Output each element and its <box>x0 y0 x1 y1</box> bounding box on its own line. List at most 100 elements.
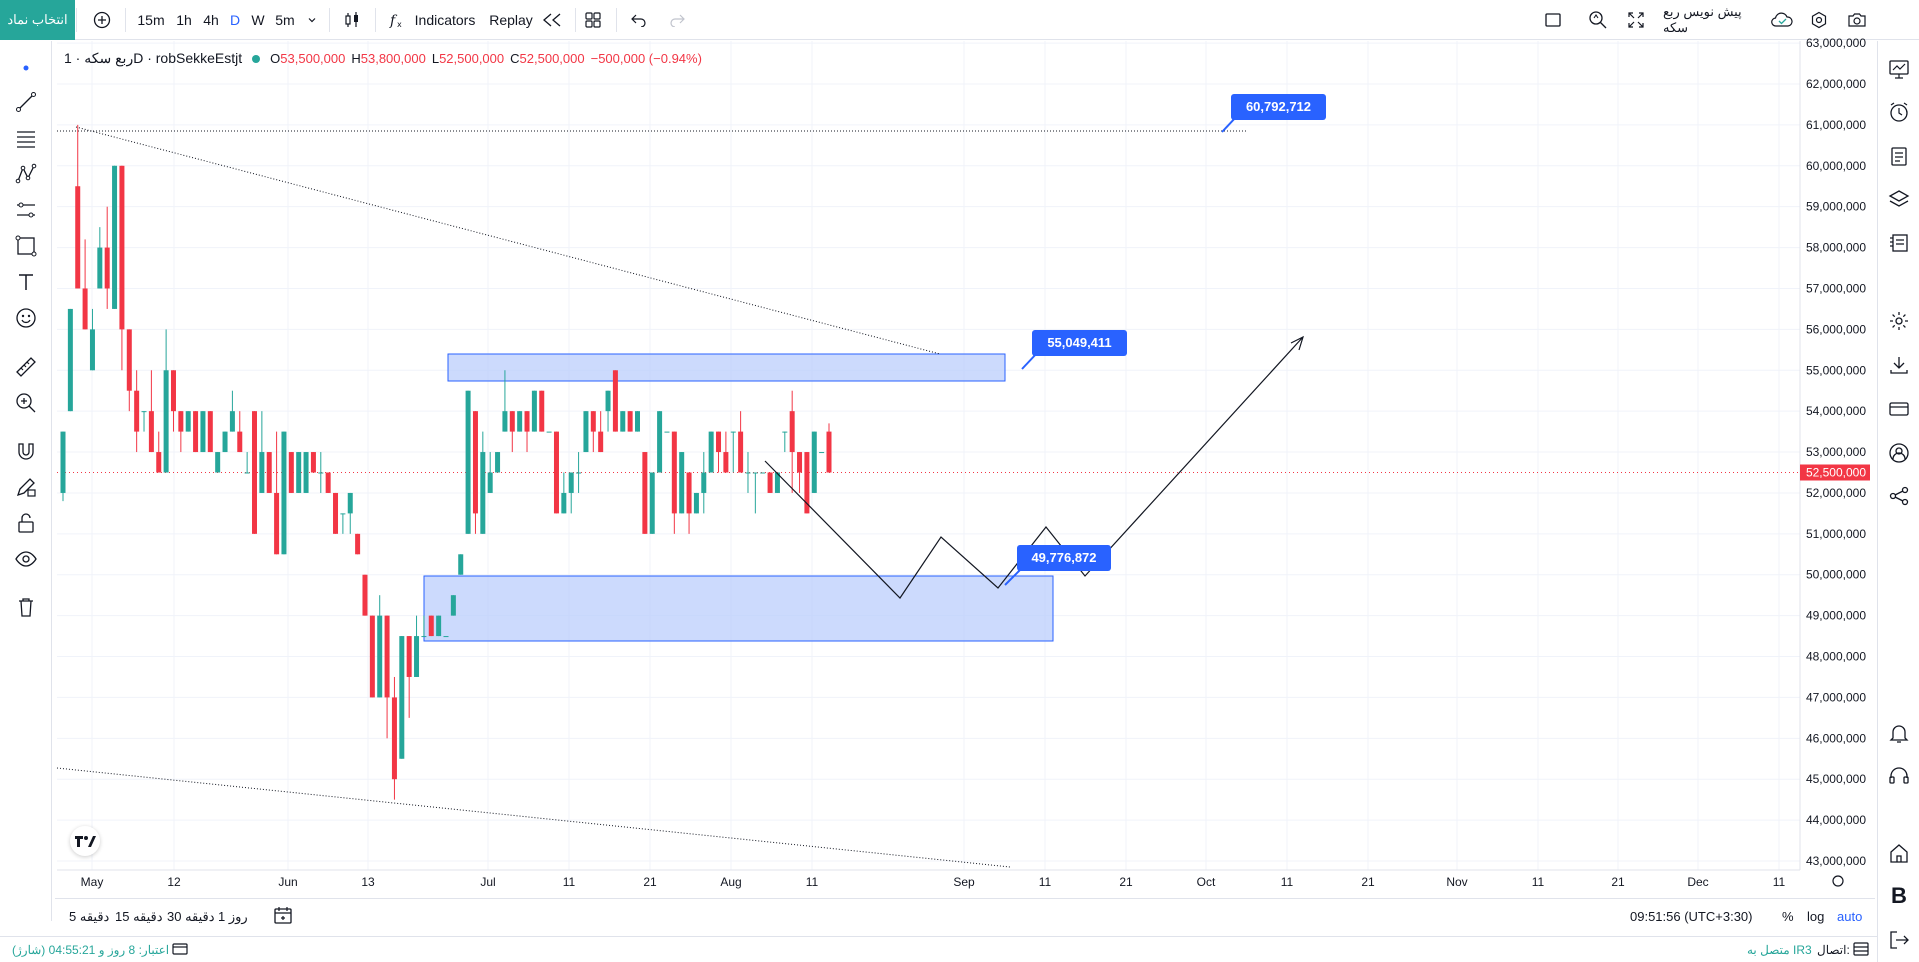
settings-gear-icon[interactable] <box>1886 308 1912 334</box>
quick-search-icon[interactable] <box>1586 8 1610 32</box>
fullscreen-box-icon[interactable] <box>1541 8 1565 32</box>
add-symbol-icon[interactable] <box>90 8 114 32</box>
chart-drawings <box>56 126 1800 868</box>
interval-d[interactable]: D <box>229 12 241 28</box>
server-icon[interactable] <box>1853 942 1869 959</box>
indicators-button[interactable]: Indicators <box>414 12 476 28</box>
replay-button[interactable]: Replay <box>489 12 533 28</box>
candle-body <box>377 615 383 698</box>
undo-icon[interactable] <box>627 8 651 32</box>
alarm-clock-icon[interactable] <box>1886 99 1912 125</box>
cloud-save-icon[interactable] <box>1767 8 1797 32</box>
share-icon[interactable] <box>1886 483 1912 509</box>
percent-toggle[interactable]: % <box>1782 909 1794 924</box>
settings-icon[interactable] <box>1807 8 1831 32</box>
candles-style-icon[interactable] <box>340 8 364 32</box>
candle-body <box>310 452 316 473</box>
candle-body <box>170 370 176 412</box>
home-icon[interactable] <box>1886 840 1912 866</box>
object-tree-icon[interactable] <box>1886 230 1912 256</box>
price-tick-label: 47,000,000 <box>1806 690 1866 704</box>
candle-body <box>384 615 390 698</box>
candle-body <box>112 165 118 309</box>
credit-card-icon[interactable] <box>1886 396 1912 422</box>
candle-body <box>716 431 722 453</box>
headset-icon[interactable] <box>1886 763 1912 789</box>
user-icon[interactable] <box>1886 440 1912 466</box>
download-icon[interactable] <box>1886 352 1912 378</box>
pattern-icon[interactable] <box>12 160 40 188</box>
callout-low: 49,776,872 <box>1031 550 1096 565</box>
range-5m[interactable]: 5 دقیقه <box>69 909 110 924</box>
camera-icon[interactable] <box>1845 8 1869 32</box>
layout-grid-icon[interactable] <box>581 8 605 32</box>
cursor-dot-icon[interactable] <box>12 54 40 82</box>
auto-toggle[interactable]: auto <box>1837 909 1863 924</box>
zoom-in-icon[interactable] <box>12 389 40 417</box>
candle-body <box>458 554 464 575</box>
interval-4h[interactable]: 4h <box>203 12 219 28</box>
price-tick-label: 53,000,000 <box>1806 445 1866 459</box>
candle-body <box>576 472 582 474</box>
range-1d[interactable]: 1 روز <box>218 909 248 924</box>
time-tick-label: 11 <box>1773 875 1786 889</box>
interval-5m[interactable]: 5m <box>275 12 295 28</box>
time-tick-label: Sep <box>953 875 975 889</box>
time-tick-label: May <box>81 875 104 889</box>
price-tick-label: 49,000,000 <box>1806 609 1866 623</box>
time-tick-label: Dec <box>1687 875 1708 889</box>
tradingview-logo[interactable] <box>70 826 100 856</box>
calendar-icon[interactable] <box>273 905 293 928</box>
trend-line-icon[interactable] <box>12 88 40 116</box>
pencil-lock-icon[interactable] <box>12 473 40 501</box>
divider <box>616 8 617 32</box>
price-axis-bg <box>1800 41 1877 870</box>
exit-icon[interactable] <box>1886 927 1912 953</box>
trash-icon[interactable] <box>12 593 40 621</box>
candle-body <box>752 472 758 474</box>
lock-icon[interactable] <box>12 509 40 537</box>
range-30m[interactable]: 30 دقیقه <box>167 909 215 924</box>
range-15m[interactable]: 15 دقیقه <box>115 909 163 924</box>
layout-name[interactable]: پیش نویس ربع سکه <box>1663 4 1742 35</box>
ruler-icon[interactable] <box>12 353 40 381</box>
symbol-title[interactable]: ربع سکه · 1D · robSekkeEstjt <box>64 50 243 66</box>
clock-readout[interactable]: 09:51:56 (UTC+3:30) <box>1630 909 1753 924</box>
select-symbol-button[interactable]: انتخاب نماد <box>0 0 75 40</box>
text-tool-icon[interactable] <box>12 268 40 296</box>
candle-body <box>325 472 331 493</box>
layers-icon[interactable] <box>1886 186 1912 212</box>
magnet-icon[interactable] <box>12 437 40 465</box>
interval-1h[interactable]: 1h <box>176 12 192 28</box>
callout-top: 60,792,712 <box>1246 99 1311 114</box>
watchlist-icon[interactable] <box>1886 56 1912 82</box>
emoji-icon[interactable] <box>12 304 40 332</box>
candle-body <box>193 411 199 453</box>
time-tick-label: 13 <box>361 875 375 889</box>
time-tick-label: 12 <box>167 875 181 889</box>
price-tick-label: 56,000,000 <box>1806 322 1866 336</box>
forecast-icon[interactable] <box>12 196 40 224</box>
chevron-down-icon[interactable] <box>300 8 324 32</box>
bell-icon[interactable] <box>1886 720 1912 746</box>
rectangle-tool-icon[interactable] <box>12 232 40 260</box>
bold-b-icon[interactable]: B <box>1891 883 1907 908</box>
price-tick-label: 50,000,000 <box>1806 568 1866 582</box>
eye-icon[interactable] <box>12 545 40 573</box>
interval-w[interactable]: W <box>251 12 265 28</box>
candle-body <box>561 492 567 514</box>
candle-body <box>399 636 405 759</box>
horizontal-lines-icon[interactable] <box>12 124 40 152</box>
high-label: H <box>351 51 361 66</box>
expand-icon[interactable] <box>1624 8 1648 32</box>
wallet-icon[interactable] <box>172 942 188 959</box>
redo-icon[interactable] <box>665 8 689 32</box>
notes-icon[interactable] <box>1886 143 1912 169</box>
low-value: 52,500,000 <box>439 51 505 66</box>
candles-series <box>60 124 832 800</box>
interval-15m[interactable]: 15m <box>137 12 165 28</box>
log-toggle[interactable]: log <box>1807 909 1825 924</box>
replay-icon[interactable] <box>540 8 564 32</box>
